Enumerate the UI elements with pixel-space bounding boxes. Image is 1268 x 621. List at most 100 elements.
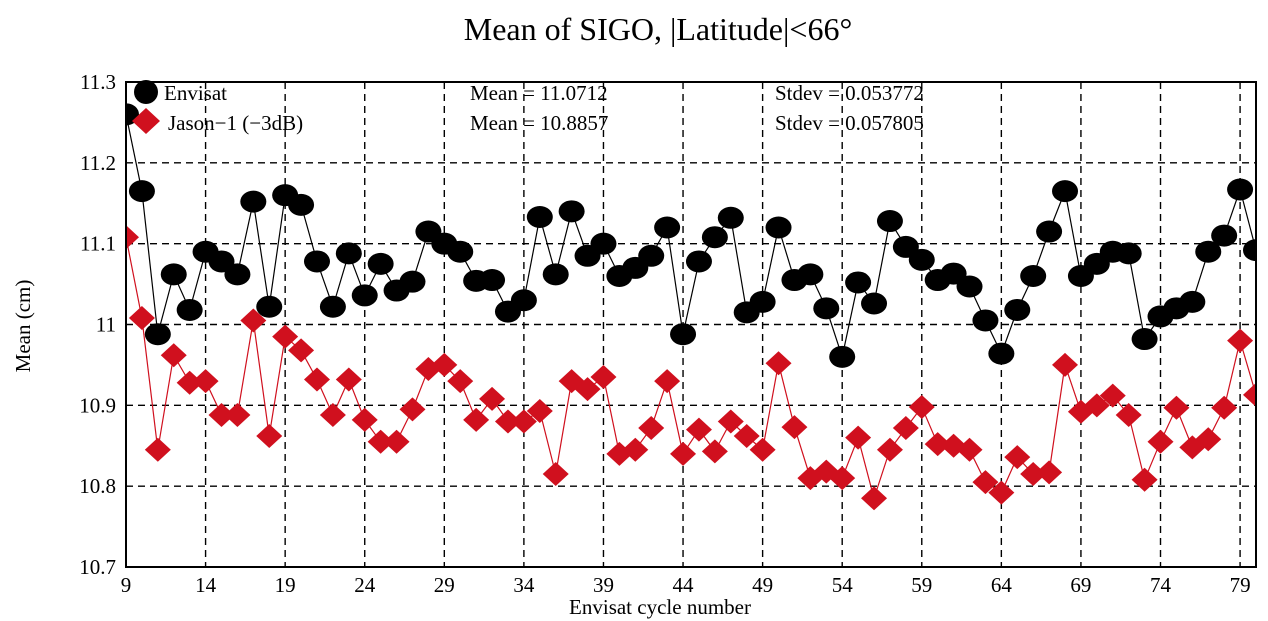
data-point-jason bbox=[845, 425, 872, 450]
x-tick-label: 19 bbox=[275, 573, 296, 597]
data-point-jason bbox=[781, 415, 808, 440]
data-point-jason bbox=[1083, 393, 1110, 418]
data-point-jason bbox=[685, 417, 712, 442]
data-point-envisat bbox=[1115, 242, 1142, 265]
x-tick-label: 44 bbox=[673, 573, 695, 597]
data-point-envisat bbox=[765, 216, 792, 239]
data-point-jason bbox=[717, 409, 744, 434]
x-tick-label: 74 bbox=[1150, 573, 1172, 597]
data-point-envisat bbox=[654, 216, 681, 239]
stats-mean-envisat: Mean = 11.0712 bbox=[470, 81, 608, 105]
data-point-envisat bbox=[1036, 220, 1063, 243]
data-point-jason bbox=[701, 439, 728, 464]
y-tick-label: 11.2 bbox=[80, 151, 116, 175]
x-tick-label: 69 bbox=[1070, 573, 1091, 597]
data-point-envisat bbox=[1227, 178, 1254, 201]
data-point-envisat bbox=[526, 205, 553, 228]
data-point-jason bbox=[240, 308, 267, 333]
data-point-jason bbox=[749, 437, 776, 462]
data-point-envisat bbox=[224, 263, 251, 286]
data-point-jason bbox=[383, 429, 410, 454]
legend: Envisat Jason−1 (−3dB) Mean = 11.0712 St… bbox=[132, 80, 924, 135]
data-point-envisat bbox=[749, 290, 776, 313]
data-point-jason bbox=[367, 429, 394, 454]
x-tick-label: 29 bbox=[434, 573, 455, 597]
data-point-jason bbox=[1163, 395, 1190, 420]
data-point-jason bbox=[192, 369, 219, 394]
data-point-envisat bbox=[288, 193, 315, 216]
x-tick-label: 49 bbox=[752, 573, 773, 597]
data-point-envisat bbox=[160, 263, 187, 286]
data-point-jason bbox=[908, 394, 935, 419]
data-point-envisat bbox=[845, 271, 872, 294]
x-tick-label: 79 bbox=[1230, 573, 1251, 597]
data-point-jason bbox=[526, 398, 553, 423]
data-point-jason bbox=[765, 351, 792, 376]
data-point-envisat bbox=[1179, 290, 1206, 313]
data-point-jason bbox=[542, 462, 569, 487]
data-point-jason bbox=[638, 415, 665, 440]
data-point-envisat bbox=[829, 345, 856, 368]
data-point-jason bbox=[1004, 445, 1031, 470]
data-point-jason bbox=[622, 437, 649, 462]
data-point-jason bbox=[303, 367, 330, 392]
data-point-jason bbox=[1147, 429, 1174, 454]
data-point-jason bbox=[335, 367, 362, 392]
plot-frame bbox=[125, 81, 1257, 568]
data-point-envisat bbox=[717, 206, 744, 229]
data-point-jason bbox=[431, 352, 458, 377]
grid bbox=[126, 82, 1256, 567]
data-point-envisat bbox=[1004, 298, 1031, 321]
data-point-jason bbox=[590, 365, 617, 390]
data-point-envisat bbox=[670, 323, 697, 346]
data-point-jason bbox=[319, 403, 346, 428]
data-point-envisat bbox=[510, 289, 537, 312]
data-point-jason bbox=[208, 403, 235, 428]
data-point-envisat bbox=[685, 250, 712, 273]
data-point-jason bbox=[670, 441, 697, 466]
data-point-envisat bbox=[988, 342, 1015, 365]
y-tick-label: 11.1 bbox=[80, 232, 116, 256]
data-point-envisat bbox=[1195, 240, 1222, 263]
data-point-jason bbox=[1227, 328, 1254, 353]
legend-marker-envisat bbox=[134, 80, 158, 104]
data-point-jason bbox=[176, 370, 203, 395]
x-tick-label: 14 bbox=[195, 573, 217, 597]
x-tick-label: 64 bbox=[991, 573, 1013, 597]
data-point-jason bbox=[144, 437, 171, 462]
data-point-jason bbox=[1131, 467, 1158, 492]
legend-marker-jason bbox=[132, 108, 160, 134]
data-point-jason bbox=[972, 470, 999, 495]
tick-labels: 9 14 19 24 29 34 39 44 49 54 59 64 69 74 79 10.7 10.8 10.… bbox=[79, 70, 1250, 597]
x-tick-label: 24 bbox=[354, 573, 376, 597]
y-tick-label: 10.8 bbox=[79, 474, 116, 498]
legend-label-jason: Jason−1 (−3dB) bbox=[168, 111, 303, 135]
data-point-envisat bbox=[351, 284, 378, 307]
data-point-jason bbox=[829, 466, 856, 491]
data-point-jason bbox=[272, 324, 299, 349]
chart-title: Mean of SIGO, |Latitude|<66° bbox=[464, 11, 852, 47]
data-point-envisat bbox=[447, 240, 474, 263]
y-tick-label: 10.7 bbox=[79, 555, 116, 579]
data-point-jason bbox=[447, 369, 474, 394]
data-point-envisat bbox=[542, 263, 569, 286]
data-point-jason bbox=[160, 343, 187, 368]
data-point-envisat bbox=[144, 323, 171, 346]
data-point-envisat bbox=[1131, 328, 1158, 351]
stats-stdev-jason: Stdev = 0.057805 bbox=[775, 111, 924, 135]
data-point-jason bbox=[574, 377, 601, 402]
y-tick-label: 11 bbox=[96, 313, 116, 337]
y-tick-label: 11.3 bbox=[80, 70, 116, 94]
data-point-envisat bbox=[367, 252, 394, 275]
data-point-envisat bbox=[558, 200, 585, 223]
data-point-envisat bbox=[972, 309, 999, 332]
data-point-envisat bbox=[590, 232, 617, 255]
data-point-envisat bbox=[319, 295, 346, 318]
x-axis-label: Envisat cycle number bbox=[569, 595, 751, 619]
series-line-envisat bbox=[126, 114, 1256, 360]
data-point-jason bbox=[892, 415, 919, 440]
data-point-envisat bbox=[128, 180, 155, 203]
data-point-jason bbox=[128, 306, 155, 331]
data-point-jason bbox=[1036, 460, 1063, 485]
data-point-jason bbox=[126, 225, 139, 250]
